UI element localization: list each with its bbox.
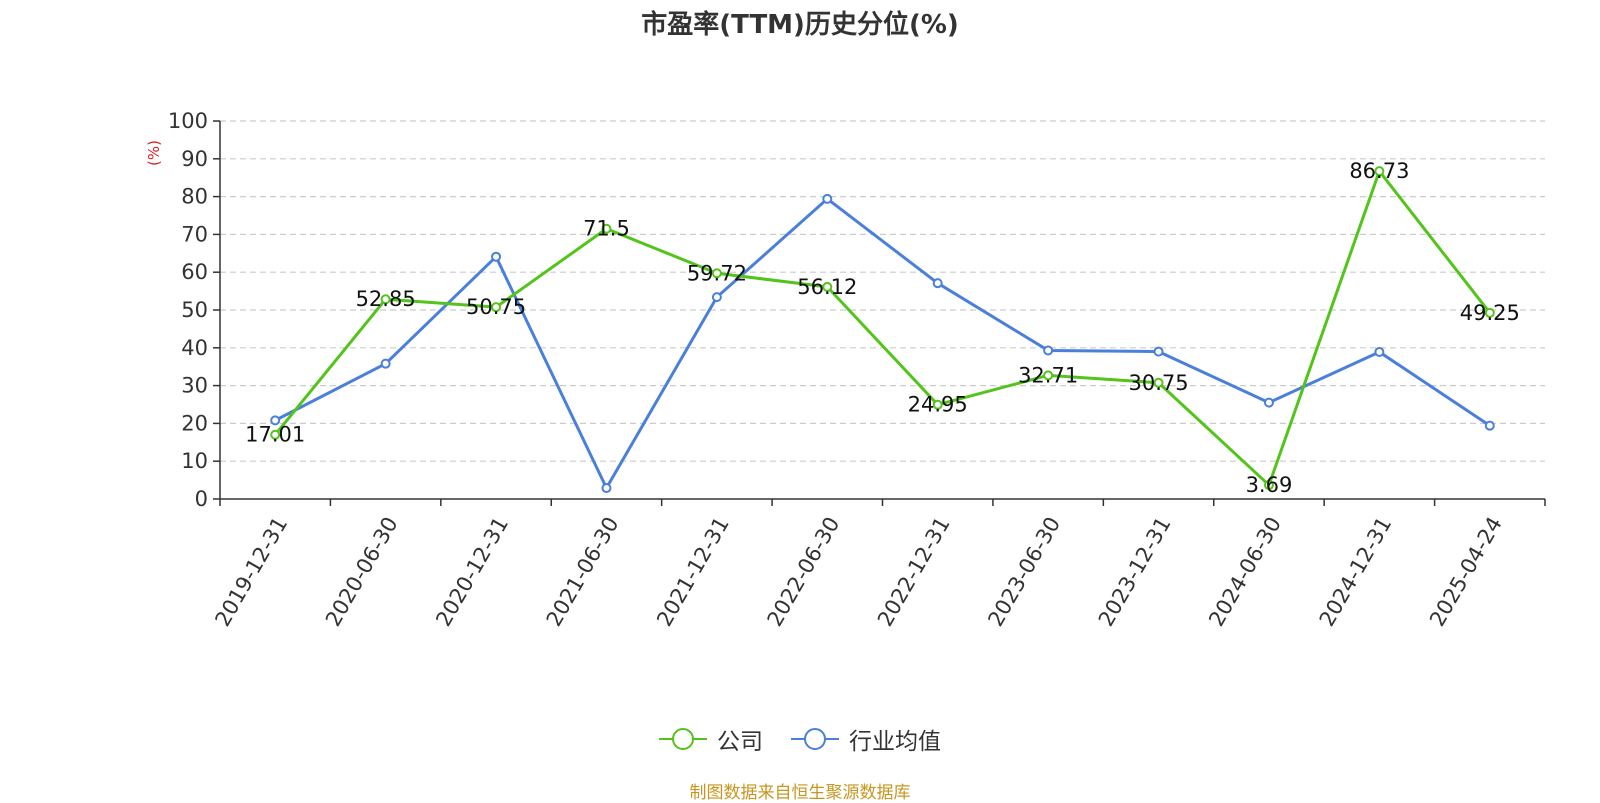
data-point-company [1043,370,1054,381]
data-label: 86.73 [1349,159,1409,183]
data-point-company [601,223,612,234]
data-label: 49.25 [1460,301,1520,325]
data-point-company [822,281,833,292]
y-axis-label: (%) [145,140,163,166]
data-label: 71.5 [583,217,630,241]
data-point-industry-average [1263,397,1274,408]
data-point-industry-average [932,278,943,289]
series-line-industry-average [274,197,1491,490]
x-tick-label: 2024-12-31 [1315,513,1397,631]
data-point-company [1153,377,1164,388]
grid-lines [220,120,1545,462]
y-tick-label: 40 [181,336,208,360]
data-point-industry-average [491,251,502,262]
data-point-industry-average [380,358,391,369]
source-footer: 制图数据来自恒生聚源数据库 [689,783,911,803]
data-point-company [491,302,502,313]
data-point-industry-average [822,193,833,204]
y-tick-label: 10 [181,449,208,473]
data-labels: 17.01 52.85 50.75 71.5 59.72 56.12 24.95 32.71 3… [245,159,1520,497]
data-label: 56.12 [797,275,857,299]
data-point-company [1484,307,1495,318]
legend-label-industry-average: 行业均值 [849,729,941,755]
x-tick-label: 2021-06-30 [542,513,624,631]
legend-item-industry-average[interactable]: 行业均值 [791,722,941,756]
x-tick-label: 2022-12-31 [873,513,955,631]
x-tick-label: 2019-12-31 [210,513,292,631]
data-point-industry-average [1374,346,1385,357]
legend-label-company: 公司 [717,729,763,755]
y-tick-label: 70 [181,222,208,246]
data-label: 24.95 [908,393,968,417]
y-tick-label: 20 [181,411,208,435]
data-point-company [1374,166,1385,177]
chart-title: 市盈率(TTM)历史分位(%) [641,10,959,40]
x-tick-label: 2020-06-30 [321,513,403,631]
data-point-company [380,294,391,305]
data-label: 17.01 [245,423,305,447]
data-point-industry-average [1153,346,1164,357]
data-label: 59.72 [687,261,747,285]
y-tick-label: 50 [181,298,208,322]
data-label: 50.75 [466,295,526,319]
series-line-company [274,169,1491,487]
x-tick-label: 2023-06-30 [983,513,1065,631]
legend: 公司 行业均值 [0,722,1600,756]
x-tick-label: 2023-12-31 [1094,513,1176,631]
legend-item-company[interactable]: 公司 [659,722,763,756]
data-point-industry-average [601,483,612,494]
data-label: 52.85 [356,287,416,311]
x-tick-label: 2025-04-24 [1425,513,1507,631]
legend-line-marker-icon [791,728,839,750]
y-tick-label: 60 [181,260,208,284]
data-label: 32.71 [1018,363,1078,387]
data-point-company [932,399,943,410]
y-tick-label: 30 [181,374,208,398]
legend-line-marker-icon [659,728,707,750]
x-tick-label: 2024-06-30 [1204,513,1286,631]
x-tick-label: 2021-12-31 [652,513,734,631]
data-point-company [711,268,722,279]
x-tick-label: 2020-12-31 [431,513,513,631]
series [270,166,1495,494]
data-point-industry-average [270,415,281,426]
data-point-industry-average [1484,420,1495,431]
data-point-company [270,429,281,440]
data-point-industry-average [711,292,722,303]
data-label: 30.75 [1128,371,1188,395]
y-tick-label: 0 [195,487,208,511]
y-tick-label: 90 [181,147,208,171]
data-point-industry-average [1043,345,1054,356]
x-tick-label: 2022-06-30 [763,513,845,631]
data-label: 3.69 [1246,473,1293,497]
y-tick-label: 100 [168,109,208,133]
data-point-company [1263,480,1274,491]
y-tick-label: 80 [181,185,208,209]
